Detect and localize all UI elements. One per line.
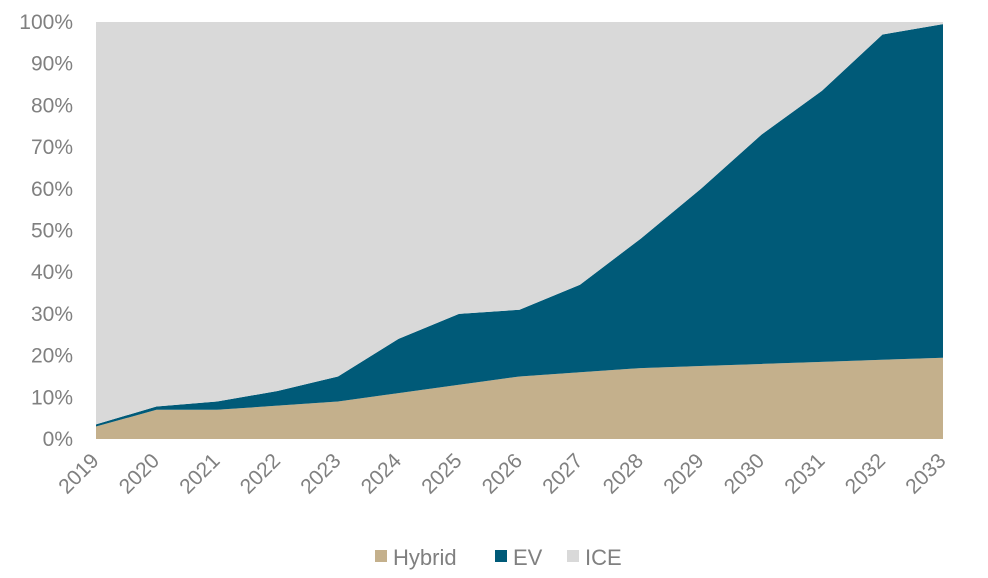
x-tick-label: 2019 xyxy=(54,449,103,498)
area-ev xyxy=(96,24,943,427)
x-tick-label: 2020 xyxy=(115,449,164,498)
legend-label: ICE xyxy=(585,545,622,570)
x-tick-label: 2031 xyxy=(780,449,829,498)
y-tick-label: 100% xyxy=(19,11,73,34)
x-tick-label: 2029 xyxy=(659,449,708,498)
x-tick-label: 2032 xyxy=(841,449,890,498)
x-tick-label: 2030 xyxy=(720,449,769,498)
legend-item-ice: ICE xyxy=(567,545,622,570)
y-tick-label: 0% xyxy=(43,428,73,451)
y-tick-label: 10% xyxy=(31,386,73,409)
area-ice xyxy=(96,22,943,425)
legend-swatch xyxy=(567,550,579,562)
x-axis-ticks: 2019 2020 2021 2022 2023 2024 2025 2026 2027 2028… xyxy=(54,449,950,499)
legend-label: Hybrid xyxy=(393,545,457,570)
x-tick-label: 2028 xyxy=(599,449,648,498)
area-layer xyxy=(96,22,943,439)
legend-label: EV xyxy=(513,545,543,570)
legend-swatch xyxy=(375,550,387,562)
x-tick-label: 2022 xyxy=(236,449,285,498)
y-tick-label: 20% xyxy=(31,345,73,368)
y-tick-label: 40% xyxy=(31,261,73,284)
x-tick-label: 2024 xyxy=(357,449,407,499)
x-tick-label: 2023 xyxy=(296,449,345,498)
area-hybrid xyxy=(96,357,943,439)
x-tick-label: 2021 xyxy=(175,449,224,498)
x-tick-label: 2033 xyxy=(901,449,950,498)
legend-item-hybrid: Hybrid xyxy=(375,545,457,570)
x-tick-label: 2027 xyxy=(538,449,587,498)
legend: Hybrid EV ICE xyxy=(375,545,622,570)
y-tick-label: 60% xyxy=(31,178,73,201)
y-axis-ticks: 0% 10% 20% 30% 40% 50% 60% 70% 80% 90% 100% xyxy=(19,11,73,451)
y-tick-label: 50% xyxy=(31,220,73,243)
y-tick-label: 90% xyxy=(31,53,73,76)
legend-swatch xyxy=(495,550,507,562)
y-tick-label: 30% xyxy=(31,303,73,326)
y-tick-label: 80% xyxy=(31,94,73,117)
x-tick-label: 2026 xyxy=(478,449,527,498)
y-tick-label: 70% xyxy=(31,136,73,159)
legend-item-ev: EV xyxy=(495,545,543,570)
x-tick-label: 2025 xyxy=(417,449,466,498)
